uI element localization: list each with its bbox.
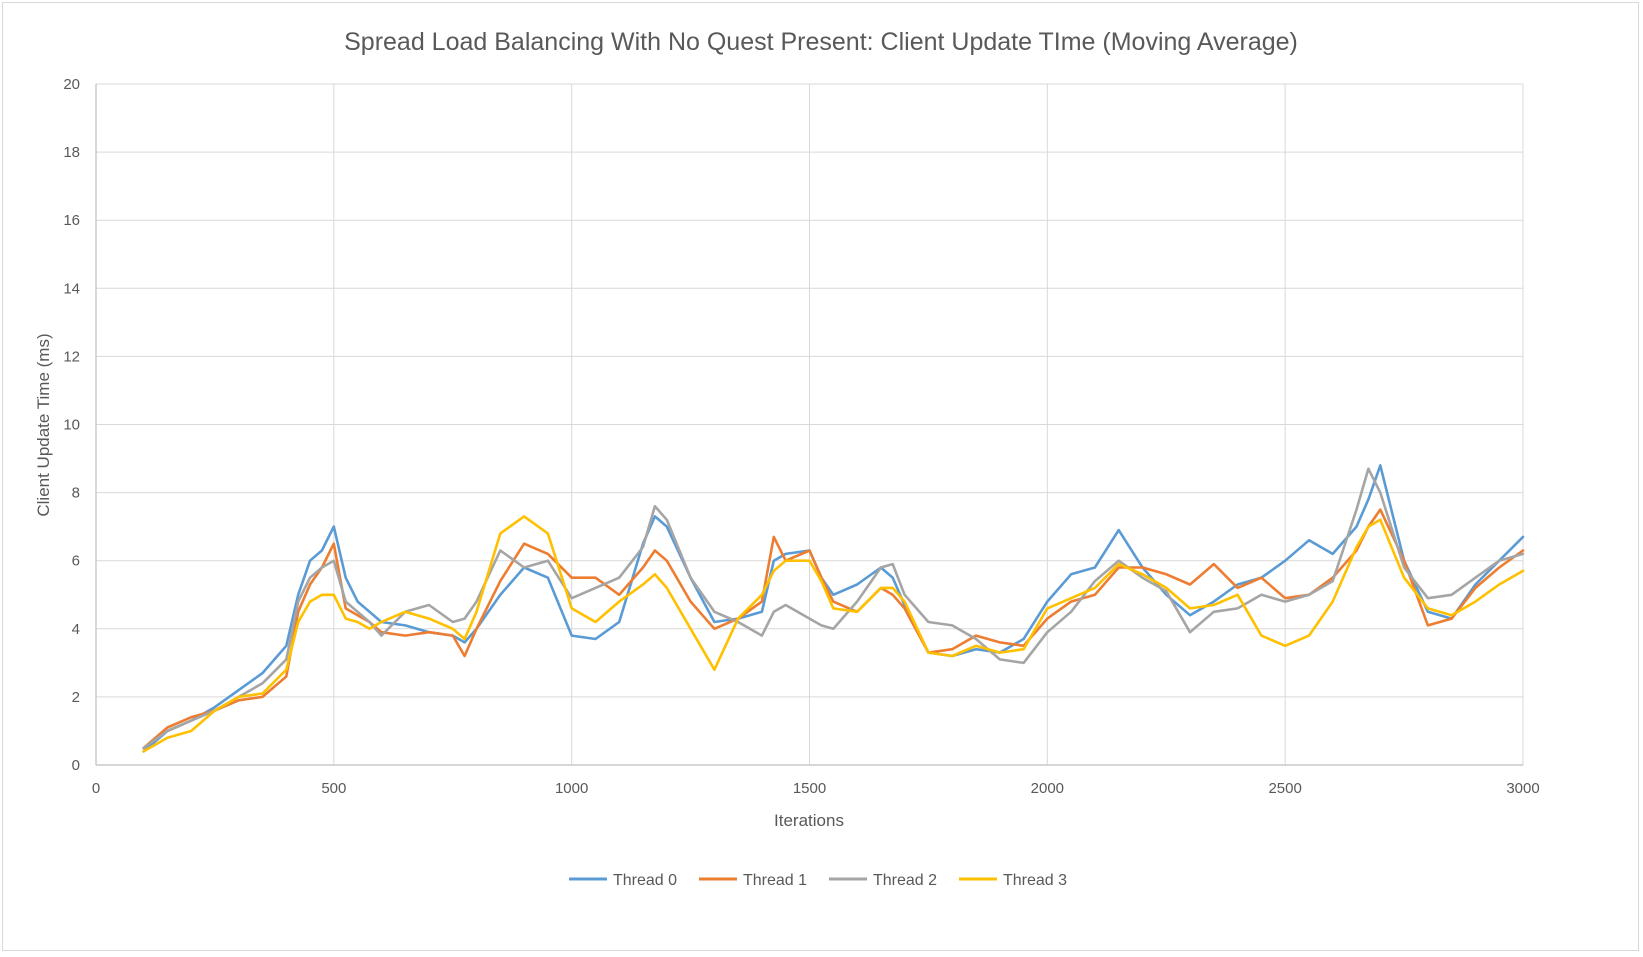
y-tick-label: 18 bbox=[63, 144, 80, 161]
series-line-thread-2 bbox=[142, 467, 1525, 750]
legend-label: Thread 0 bbox=[613, 872, 677, 889]
legend-label: Thread 3 bbox=[1003, 872, 1067, 889]
x-tick-label: 1000 bbox=[555, 780, 588, 797]
legend: Thread 0 Thread 1 Thread 2 Thread 3 bbox=[569, 872, 1067, 889]
y-tick-label: 2 bbox=[72, 689, 80, 706]
line-chart: Spread Load Balancing With No Quest Pres… bbox=[34, 28, 1540, 889]
y-tick-label: 16 bbox=[63, 212, 80, 229]
x-tick-label: 1500 bbox=[793, 780, 826, 797]
y-tick-label: 12 bbox=[63, 348, 80, 365]
y-tick-label: 0 bbox=[72, 757, 80, 774]
legend-label: Thread 1 bbox=[743, 872, 807, 889]
y-tick-label: 6 bbox=[72, 553, 80, 570]
chart-title: Spread Load Balancing With No Quest Pres… bbox=[344, 28, 1298, 56]
x-tick-label: 3000 bbox=[1506, 780, 1539, 797]
y-tick-label: 4 bbox=[72, 621, 80, 638]
x-tick-label: 2000 bbox=[1031, 780, 1064, 797]
legend-label: Thread 2 bbox=[873, 872, 937, 889]
x-tick-label: 500 bbox=[321, 780, 346, 797]
y-tick-label: 8 bbox=[72, 485, 80, 502]
y-tick-label: 10 bbox=[63, 417, 80, 434]
x-axis-title: Iterations bbox=[774, 811, 844, 830]
series-line-thread-0 bbox=[142, 464, 1525, 753]
series-line-thread-3 bbox=[142, 515, 1525, 753]
y-tick-label: 20 bbox=[63, 76, 80, 93]
y-tick-label: 14 bbox=[63, 280, 80, 297]
y-axis-title: Client Update Time (ms) bbox=[34, 333, 53, 516]
x-tick-label: 2500 bbox=[1268, 780, 1301, 797]
x-tick-label: 0 bbox=[92, 780, 100, 797]
